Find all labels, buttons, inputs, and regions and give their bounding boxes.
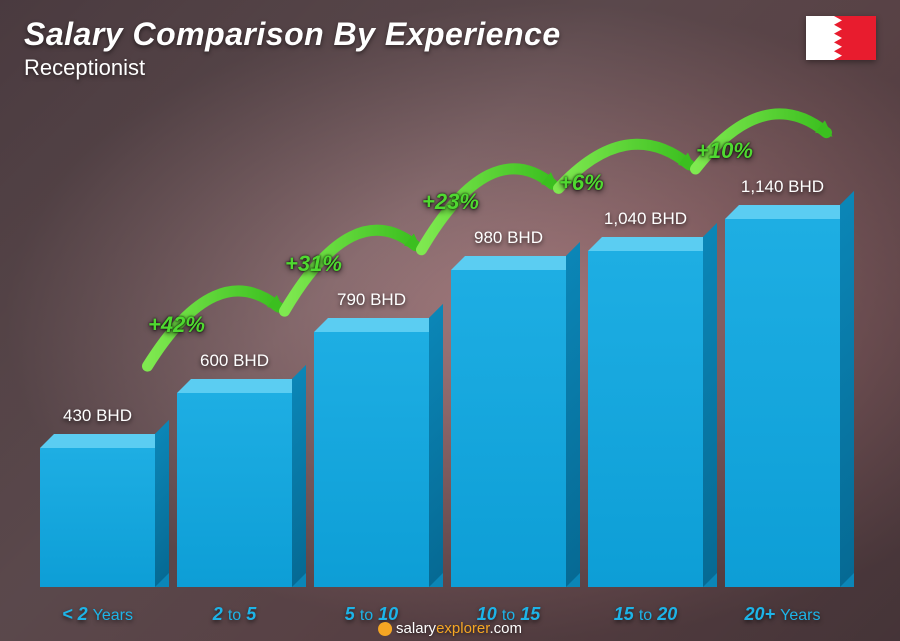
bar-value-label: 600 BHD bbox=[177, 351, 292, 371]
bar-column: 430 BHD bbox=[40, 107, 155, 587]
x-axis-label: 20+ Years bbox=[725, 604, 840, 625]
footer-suffix: explorer bbox=[436, 620, 489, 637]
footer-domain: .com bbox=[489, 620, 522, 637]
flag-white-band bbox=[806, 16, 834, 60]
x-axis-label: 2 to 5 bbox=[177, 604, 292, 625]
bar-chart: 430 BHD 600 BHD 790 BHD 980 BHD 1,040 BHD 1,1… bbox=[40, 107, 840, 587]
logo-dot-icon bbox=[378, 622, 392, 636]
header: Salary Comparison By Experience Receptio… bbox=[24, 16, 876, 81]
bar bbox=[588, 251, 703, 587]
country-flag-icon bbox=[806, 16, 876, 60]
bar bbox=[40, 448, 155, 587]
bar-column: 1,140 BHD bbox=[725, 107, 840, 587]
bar-column: 1,040 BHD bbox=[588, 107, 703, 587]
bar-column: 980 BHD bbox=[451, 107, 566, 587]
bar bbox=[451, 270, 566, 587]
bar-column: 790 BHD bbox=[314, 107, 429, 587]
bar bbox=[725, 219, 840, 587]
page-subtitle: Receptionist bbox=[24, 55, 876, 81]
page-title: Salary Comparison By Experience bbox=[24, 16, 876, 53]
bar-value-label: 790 BHD bbox=[314, 290, 429, 310]
x-axis-label: 15 to 20 bbox=[588, 604, 703, 625]
footer-prefix: salary bbox=[396, 620, 436, 637]
bar-value-label: 430 BHD bbox=[40, 406, 155, 426]
x-axis-label: < 2 Years bbox=[40, 604, 155, 625]
footer-logo: salaryexplorer.com bbox=[378, 620, 522, 637]
bar bbox=[314, 332, 429, 587]
bar bbox=[177, 393, 292, 587]
bar-value-label: 980 BHD bbox=[451, 228, 566, 248]
bar-value-label: 1,140 BHD bbox=[725, 177, 840, 197]
bar-column: 600 BHD bbox=[177, 107, 292, 587]
bar-value-label: 1,040 BHD bbox=[588, 209, 703, 229]
